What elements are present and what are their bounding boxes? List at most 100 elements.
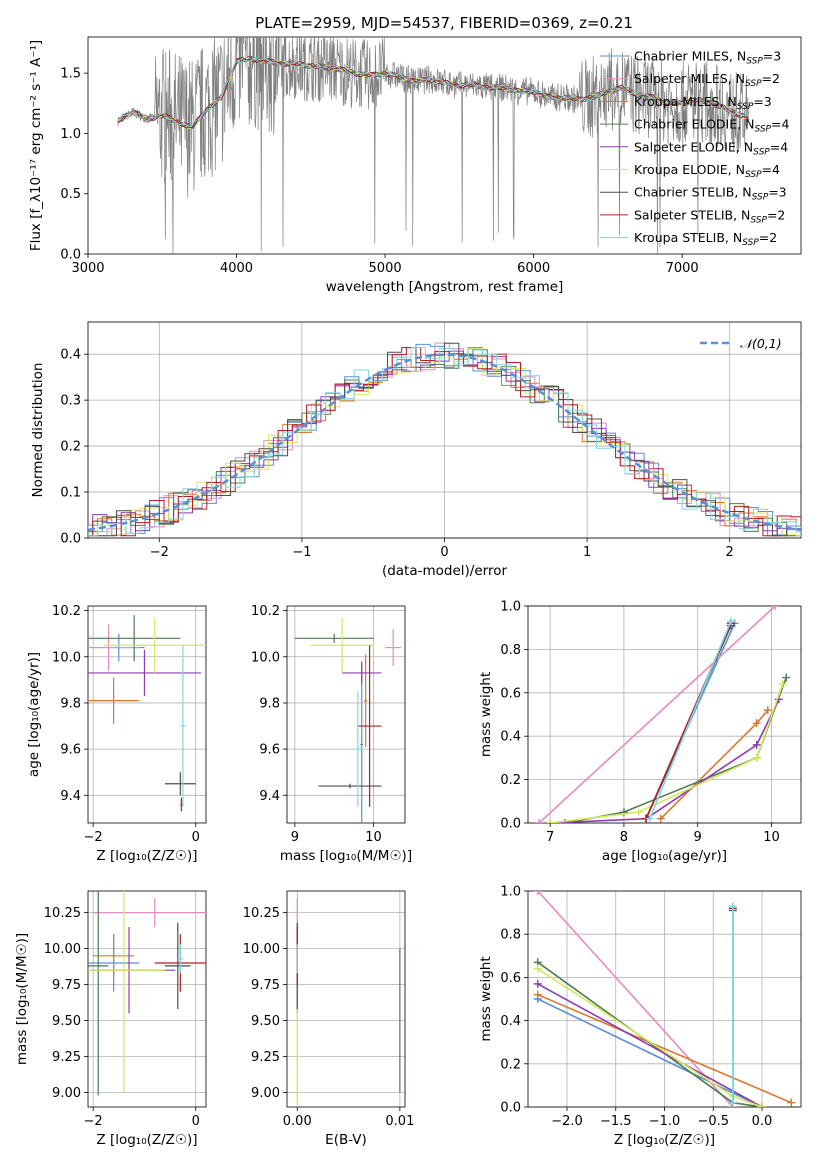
residuals-plot-area (88, 342, 801, 537)
y-tick-label: 10.0 (52, 650, 81, 665)
salpeter_elodie-errorbar (88, 649, 201, 697)
chabrier_elodie-marker (782, 673, 791, 682)
chabrier_elodie-marker (560, 819, 569, 823)
kroupa_elodie-marker (546, 819, 555, 823)
y-axis-label: mass weight (478, 672, 494, 757)
kroupa_miles-series (533, 990, 796, 1107)
y-tick-label: 9.8 (60, 696, 81, 711)
chabrier_miles-line (537, 998, 763, 1107)
legend-label: Chabrier ELODIE, NSSP=4 (634, 117, 789, 135)
legend-label: 𝒩(0,1) (740, 336, 782, 351)
x-tick-label: −2 (150, 545, 169, 560)
spectrum-frame (87, 36, 802, 255)
y-tick-label: 9.00 (52, 1086, 81, 1101)
y-tick-label: 1.0 (500, 600, 521, 615)
x-tick-label: 7 (546, 830, 554, 845)
chabrier_elodie-errorbar (88, 615, 181, 662)
mass_vs_Z-plot-area (88, 891, 206, 1096)
kroupa_stelib-errorbar (353, 691, 362, 807)
kroupa_elodie-errorbar (103, 617, 206, 673)
kroupa_elodie-errorbar (310, 617, 374, 673)
kroupa_elodie-line (537, 968, 763, 1107)
y-tick-label: 10.2 (251, 604, 280, 619)
x-tick-label: 9 (694, 830, 702, 845)
kroupa_elodie-marker (634, 808, 643, 817)
x-tick-label: 5000 (369, 261, 402, 276)
salpeter_miles-errorbar (385, 629, 402, 667)
y-tick-label: 9.75 (251, 978, 280, 993)
y-tick-label: 9.50 (251, 1014, 280, 1029)
y-tick-label: 0.6 (500, 971, 521, 986)
x-tick-label: 0 (192, 830, 200, 845)
kroupa_miles-series (656, 706, 772, 823)
kroupa_stelib-residual-histogram (88, 347, 801, 537)
y-tick-label: 9.8 (259, 696, 280, 711)
legend-label: Chabrier MILES, NSSP=3 (634, 49, 781, 67)
x-axis-label: Z [log₁₀(Z/Z☉)] (96, 848, 197, 864)
kroupa_elodie-marker (778, 680, 787, 689)
kroupa_elodie-marker (533, 964, 542, 973)
x-tick-label: 1 (583, 545, 591, 560)
kroupa_stelib-errorbar (180, 645, 186, 807)
x-tick-label: 6000 (517, 261, 550, 276)
chabrier_miles-series (533, 995, 766, 1107)
y-tick-label: 9.6 (60, 743, 81, 758)
age_vs_mass-axes: 9 10 9.4 9.6 9.8 10.0 10.2 mass [log₁₀(M/M☉)] (251, 604, 412, 864)
x-tick-label: 7000 (666, 261, 699, 276)
x-axis-label: mass [log₁₀(M/M☉)] (280, 848, 412, 864)
y-axis-label: mass weight (478, 956, 494, 1041)
y-tick-label: 0.0 (60, 532, 81, 547)
kroupa_miles-line (537, 993, 792, 1104)
x-tick-label: −0.5 (697, 1114, 729, 1129)
y-tick-label: 9.50 (52, 1014, 81, 1029)
salpeter_elodie-marker (533, 979, 542, 988)
mass_vs_Z-axes: −2 0 9.00 9.25 9.50 9.75 10.00 10.25 Z [log₁₀(Z/… (14, 890, 207, 1148)
kroupa_miles-errorbar (364, 654, 368, 747)
spectrum-axes: 3000 4000 5000 6000 7000 0.0 0.5 1.0 1.5 waveleng… (28, 36, 802, 295)
y-tick-label: 0.5 (60, 187, 81, 202)
y-tick-label: 10.2 (52, 604, 81, 619)
y-axis-label: Flux [f_λ10⁻¹⁷ erg cm⁻² s⁻¹ A⁻¹] (28, 40, 44, 251)
kroupa_stelib-series (645, 617, 735, 823)
chabrier_elodie-errorbar (88, 891, 109, 1096)
x-tick-label: 10 (365, 830, 382, 845)
residuals-axes: −2 −1 0 1 2 0.0 0.1 0.2 0.3 0.4 (data-model)/error… (30, 321, 802, 579)
y-tick-label: 0.4 (500, 730, 521, 745)
y-tick-label: 10.00 (44, 942, 81, 957)
y-tick-label: 10.0 (251, 650, 280, 665)
kroupa_stelib-line (648, 620, 732, 820)
x-tick-label: 0.00 (283, 1114, 312, 1129)
salpeter_stelib-residual-histogram (88, 347, 801, 537)
mass_weight_vs_age-frame (527, 605, 802, 824)
legend-label: Chabrier STELIB, NSSP=3 (634, 185, 787, 203)
salpeter_miles-series (535, 606, 780, 823)
y-axis-label: mass [log₁₀(M/M☉)] (14, 933, 30, 1065)
x-axis-label: wavelength [Angstrom, rest frame] (326, 279, 564, 295)
x-tick-label: 9 (291, 830, 299, 845)
x-axis-label: age [log₁₀(age/yr)] (602, 848, 727, 864)
x-tick-label: 4000 (220, 261, 253, 276)
y-tick-label: 0.0 (500, 817, 521, 832)
x-tick-label: 2 (726, 545, 734, 560)
y-tick-label: 0.4 (60, 348, 81, 363)
chabrier_stelib-errorbar (318, 783, 382, 789)
salpeter_stelib-errorbar (180, 797, 183, 812)
gaussian-reference-line (88, 353, 801, 532)
y-tick-label: 0.0 (500, 1101, 521, 1116)
chabrier_elodie-series (533, 958, 766, 1107)
salpeter_miles-line (538, 606, 776, 823)
kroupa_stelib-marker (645, 814, 654, 823)
age_vs_Z-axes: −2 0 9.4 9.6 9.8 10.0 10.2 Z [log₁₀(Z/Z☉)] age [… (26, 604, 207, 864)
y-tick-label: 10.25 (243, 906, 280, 921)
kroupa_miles-errorbar (93, 934, 135, 978)
mass_vs_ebv-plot-area (296, 898, 401, 1107)
salpeter_miles-residual-histogram (88, 342, 801, 537)
salpeter_miles-line (537, 891, 734, 1107)
salpeter_miles-errorbar (88, 624, 140, 671)
kroupa_elodie-model-line (117, 56, 749, 129)
age_vs_Z-frame (87, 605, 207, 824)
y-tick-label: 1.0 (60, 127, 81, 142)
kroupa_miles-marker (656, 814, 665, 823)
x-axis-label: E(B-V) (325, 1132, 367, 1148)
